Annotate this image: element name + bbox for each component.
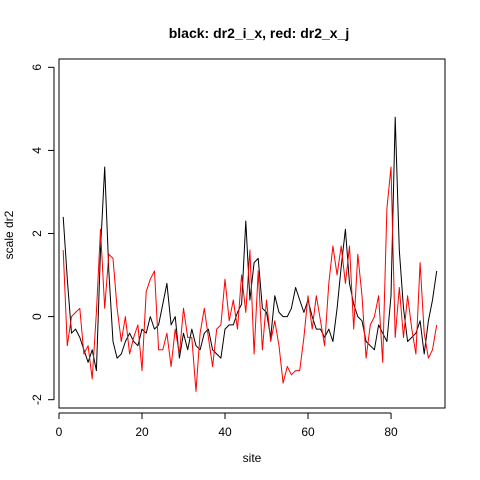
series-line-black bbox=[62, 116, 438, 372]
y-axis-label: scale dr2 bbox=[2, 210, 16, 259]
x-tick-label: 60 bbox=[301, 425, 315, 439]
series-line-red bbox=[62, 166, 438, 392]
x-tick-label: 40 bbox=[218, 425, 232, 439]
y-tick-label: 0 bbox=[30, 313, 44, 320]
x-axis-label: site bbox=[243, 451, 262, 465]
x-tick-label: 80 bbox=[384, 425, 398, 439]
y-tick-label: 4 bbox=[30, 147, 44, 154]
y-tick-label: -2 bbox=[30, 394, 44, 405]
y-axis: -2 0 2 4 6 bbox=[30, 64, 55, 405]
chart-title: black: dr2_i_x, red: dr2_x_j bbox=[169, 25, 350, 41]
x-axis: 0 20 40 60 80 bbox=[56, 412, 398, 439]
y-tick-label: 6 bbox=[30, 64, 44, 71]
y-tick-label: 2 bbox=[30, 230, 44, 237]
x-tick-label: 0 bbox=[56, 425, 63, 439]
plot-frame bbox=[58, 58, 446, 409]
series-layer bbox=[62, 116, 438, 392]
x-tick-label: 20 bbox=[135, 425, 149, 439]
